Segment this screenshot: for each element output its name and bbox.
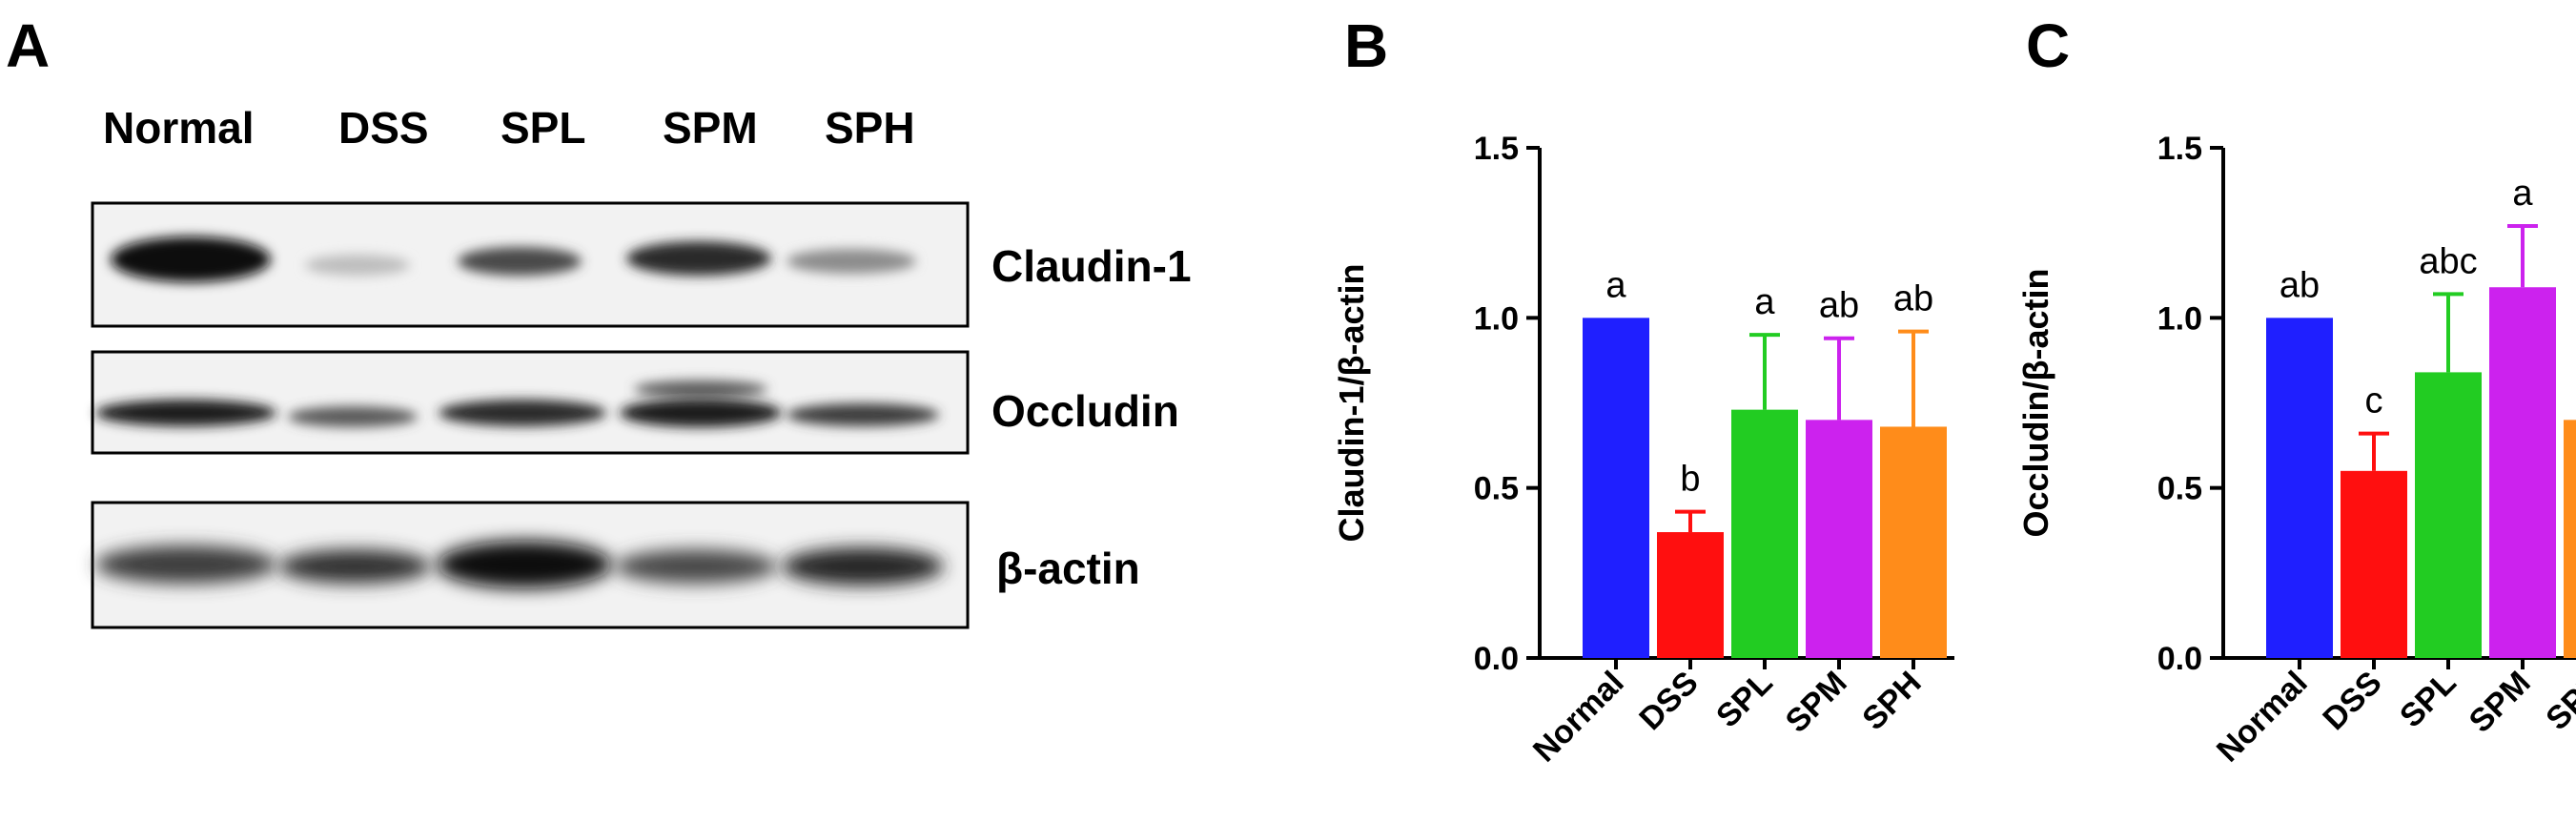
y-tick-label: 1.5 [1474,131,1519,167]
panel-letter-b: B [1344,11,1388,80]
panel-letter-c: C [2026,11,2070,80]
y-axis-title: Occludin/β-actin [2016,268,2055,537]
band-actin-dss [278,549,431,584]
lane-label-normal: Normal [103,103,254,153]
band-occludin-spm [620,399,782,427]
bar-dss [1657,532,1724,658]
bar-normal [2266,318,2333,658]
x-category-label-spl: SPL [2393,665,2464,735]
bar-spl [2415,372,2482,658]
x-category-label-normal: Normal [1526,665,1631,770]
panel-letter-a: A [6,11,50,80]
y-tick-label: 0.0 [2157,641,2202,677]
significance-label-spl: abc [2419,241,2477,281]
significance-label-spm: a [2512,174,2533,214]
band-label-beta-actin: β-actin [996,544,1140,593]
band-claudin-spl [458,247,582,276]
band-claudin-sph [787,249,916,274]
bar-sph [1880,426,1947,658]
bar-normal [1583,318,1649,658]
lane-label-dss: DSS [338,103,429,153]
band-occludin-spl [439,400,606,426]
band-claudin-spm [626,241,771,276]
band-claudin-normal [111,236,271,282]
x-category-label-sph: SPH [2539,665,2576,737]
bar-spm [2489,287,2556,658]
band-actin-spm [615,549,777,584]
y-tick-label: 0.5 [2157,471,2202,507]
band-actin-normal [95,545,276,584]
y-tick-label: 1.5 [2157,131,2202,167]
chart-claudin-1: 0.0 0.5 1.0 1.5 Claudin-1/β-actin a Normal b DSS… [1332,131,1954,769]
band-actin-sph [782,547,944,586]
x-category-label-normal: Normal [2210,665,2315,770]
lane-label-spm: SPM [663,103,758,153]
x-category-label-spm: SPM [2463,665,2538,740]
blot-claudin-1 [91,201,970,328]
y-tick-label: 1.0 [1474,300,1519,337]
band-occludin-upper-spm [634,380,767,398]
y-tick-label: 1.0 [2157,300,2202,337]
y-axis-title: Claudin-1/β-actin [1332,264,1371,543]
significance-label-dss: b [1680,460,1700,500]
band-actin-spl [437,541,612,588]
panel-a: A Normal DSS SPL SPM SPH Claudin-1 Occlu… [6,11,1192,629]
band-claudin-dss [305,255,410,276]
chart-occludin: 0.0 0.5 1.0 1.5 Occludin/β-actin ab Normal c DSS… [2016,131,2576,769]
y-tick-label: 0.5 [1474,471,1519,507]
significance-label-spl: a [1754,282,1775,322]
x-category-label-spm: SPM [1779,665,1854,740]
significance-label-normal: ab [2280,265,2320,305]
band-label-occludin: Occludin [992,386,1179,436]
significance-label-dss: c [2365,381,2383,421]
x-category-label-spl: SPL [1709,665,1780,735]
bar-sph [2564,420,2576,658]
bar-dss [2341,470,2407,658]
blot-beta-actin [91,501,970,629]
bar-spl [1731,409,1798,658]
significance-label-sph: ab [1893,279,1933,319]
x-category-label-sph: SPH [1855,665,1928,737]
band-occludin-normal [95,400,276,426]
blot-occludin [91,350,970,455]
band-occludin-sph [787,403,939,426]
significance-label-normal: a [1605,265,1626,305]
band-occludin-dss [288,406,418,427]
lane-label-sph: SPH [825,103,915,153]
bar-spm [1806,420,1872,658]
lane-label-spl: SPL [501,103,585,153]
y-tick-label: 0.0 [1474,641,1519,677]
band-label-claudin-1: Claudin-1 [992,241,1192,291]
x-category-label-dss: DSS [2316,665,2388,737]
x-category-label-dss: DSS [1632,665,1705,737]
significance-label-spm: ab [1819,286,1859,326]
